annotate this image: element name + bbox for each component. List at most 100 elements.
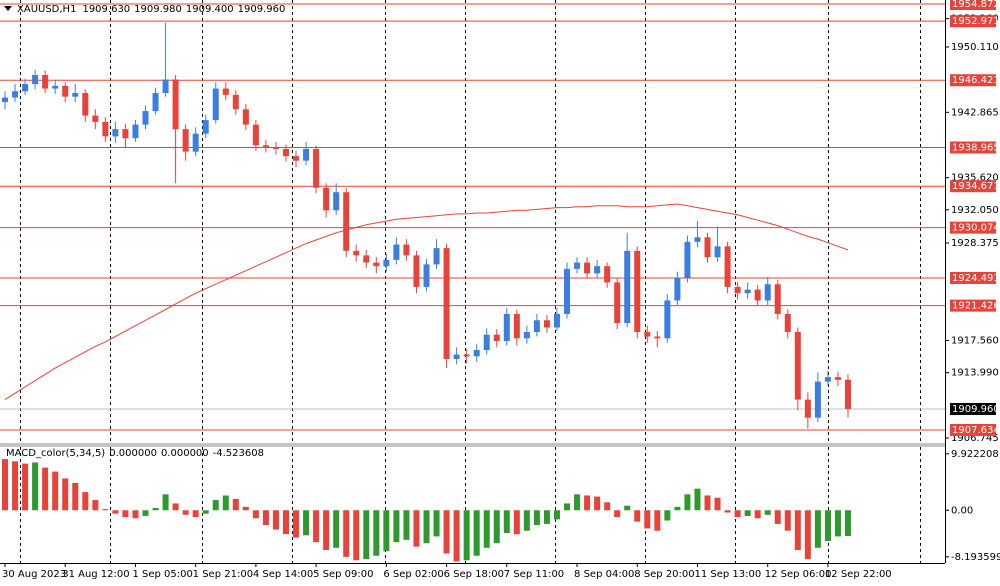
candle-body [834, 377, 841, 380]
candle-body [72, 93, 79, 97]
macd-bar [784, 510, 791, 531]
macd-bar [483, 510, 490, 548]
macd-bar [543, 510, 550, 524]
candle-body [764, 284, 771, 301]
candle-body [443, 248, 450, 360]
candle-body [574, 262, 581, 269]
candle-body [483, 334, 490, 351]
macd-bar [734, 510, 741, 518]
candle-body [192, 133, 199, 152]
grid [20, 0, 921, 563]
collapse-icon[interactable] [4, 6, 12, 11]
macd-bar [313, 510, 320, 543]
macd-bar [413, 510, 420, 547]
macd-bar [12, 461, 19, 511]
macd-bar [493, 510, 500, 544]
candle-body [142, 111, 149, 125]
candle-body [132, 124, 139, 139]
y-tick-label: 1906.745 [951, 433, 999, 444]
candle-body [634, 250, 641, 333]
y-tick-label: 1935.620 [951, 173, 999, 184]
candle-body [784, 313, 791, 333]
macd-bar [463, 510, 470, 561]
macd-bar [62, 478, 69, 511]
macd-bar [182, 510, 189, 515]
candle-body [503, 313, 510, 342]
x-tick-label: 11 Sep 13:00 [694, 569, 761, 580]
macd-bar [323, 510, 330, 551]
level-label-box [950, 180, 996, 193]
candle-body [293, 156, 300, 161]
macd-bar [574, 494, 581, 511]
candle-body [674, 277, 681, 301]
level-label: 1934.671 [952, 181, 1000, 192]
macd-bar [564, 503, 570, 511]
y-tick-label: 1917.560 [951, 335, 999, 346]
x-tick-label: 30 Aug 2023 [2, 569, 66, 580]
macd-bar [814, 510, 821, 548]
y-tick-label: 1950.110 [951, 42, 999, 53]
candle-body [42, 75, 49, 89]
macd-bar [272, 510, 279, 530]
y-tick-label: 1928.375 [951, 238, 999, 249]
candle-body [272, 147, 279, 149]
level-label: 1907.634 [952, 425, 1000, 436]
moving-average [4, 203, 849, 401]
candle-body [162, 79, 169, 94]
macd-bar [634, 510, 641, 522]
macd-bar [112, 510, 119, 514]
macd-bar [333, 510, 340, 548]
macd-bar [443, 510, 450, 554]
macd-bar [704, 495, 711, 511]
x-tick-label: 31 Aug 12:00 [62, 569, 129, 580]
macd-bar [2, 459, 8, 511]
x-tick-label: 8 Sep 04:00 [574, 569, 634, 580]
macd-bar [584, 495, 591, 511]
macd-bar [764, 510, 771, 515]
macd-bar [624, 505, 631, 511]
quote: 1909.980 [134, 4, 182, 15]
macd-bar [433, 510, 440, 537]
macd-bar [72, 482, 79, 511]
x-tick-label: 7 Sep 11:00 [504, 569, 564, 580]
candle-body [473, 350, 480, 357]
level-label: 1921.426 [952, 301, 1000, 312]
candle-body [212, 88, 219, 121]
candle-body [684, 241, 691, 278]
macd-bar [82, 492, 89, 511]
macd-bar [604, 502, 611, 511]
macd-bar [744, 510, 751, 516]
candle-body [283, 148, 289, 157]
macd-bar [363, 510, 370, 560]
macd-bar [684, 494, 691, 511]
x-tick-label: 6 Sep 18:00 [444, 569, 504, 580]
candle-body [32, 75, 39, 85]
candle-body [12, 91, 19, 98]
candle-body [353, 250, 360, 256]
macd-bar [724, 510, 731, 513]
indicator-value: 0.000000 [161, 448, 209, 459]
macd-bar [383, 510, 390, 552]
macd-bar [533, 510, 540, 526]
y-tick-label: 0.00 [951, 505, 973, 516]
candle-body [604, 266, 611, 283]
candle-body [393, 244, 400, 260]
candle-body [232, 94, 239, 110]
macd-bar [393, 510, 400, 543]
macd-bar [644, 510, 651, 529]
candle-body [333, 192, 340, 211]
macd-bar [834, 510, 841, 537]
indicator-value: 0.000000 [109, 448, 157, 459]
macd-bar [212, 500, 219, 511]
macd-bar [222, 495, 229, 511]
macd-bar [42, 467, 49, 511]
candle-body [654, 336, 661, 339]
macd-bar [102, 509, 109, 511]
macd-bar [303, 510, 310, 536]
x-tick-label: 1 Sep 05:00 [132, 569, 192, 580]
level-label: 1924.491 [952, 273, 1000, 284]
macd-bar [232, 498, 239, 511]
candle-body [533, 320, 540, 333]
level-label: 1946.421 [952, 75, 1000, 86]
